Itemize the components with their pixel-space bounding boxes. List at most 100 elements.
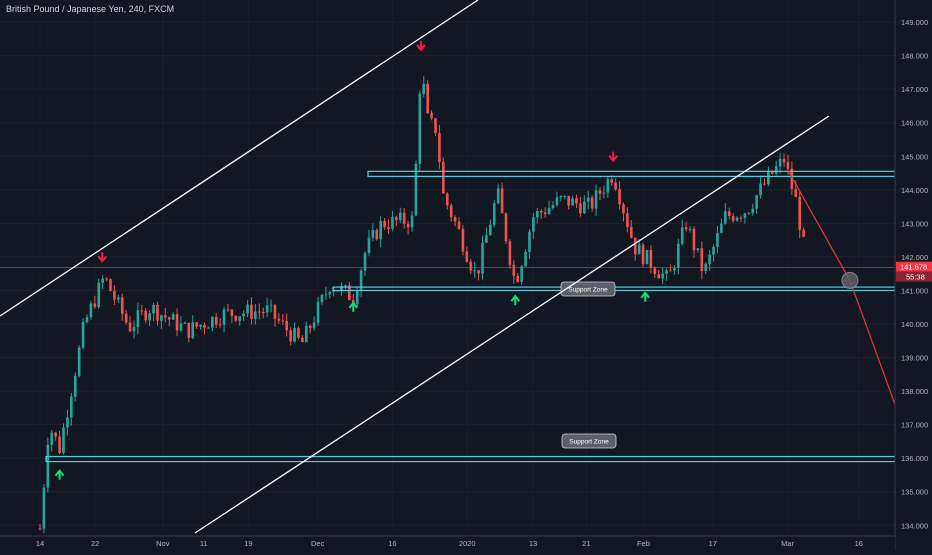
candle-body [70,396,73,418]
candle-body [230,309,234,316]
candle-body [66,417,69,428]
candle-body [618,189,621,205]
y-tick-label: 137.000 [901,421,928,430]
current-price-tag-bg [896,261,932,272]
candle-body [575,198,578,204]
candle-body [402,212,406,224]
candle-body [328,292,332,295]
candle-body [109,279,112,291]
x-axis-panel [0,536,895,550]
candle-body [124,313,128,323]
candle-body [38,528,42,530]
candle-body [101,278,104,283]
x-tick-label: 2020 [459,539,476,548]
candle-body [586,197,590,202]
candle-body [767,170,770,185]
candle-body [794,188,798,197]
candle-body [136,310,140,327]
candle-body [203,324,206,328]
candle-body [359,270,363,292]
x-tick-label: 16 [855,539,863,548]
candle-body [355,291,359,305]
candle-body [524,251,527,267]
candle-body [602,192,606,194]
candle-body [536,210,539,218]
candle-body [171,314,175,320]
candle-body [657,273,661,279]
y-tick-label: 138.000 [901,387,928,396]
y-tick-label: 147.000 [901,85,928,94]
candle-body [473,270,476,272]
candle-body [739,217,743,219]
candle-body [645,249,649,265]
candle-body [46,444,50,488]
candle-body [105,278,108,280]
candle-body [152,304,155,314]
candle-body [160,315,163,321]
candle-body [156,304,159,321]
candle-body [391,216,394,229]
candle-body [782,158,786,163]
projection-waypoint [841,271,859,289]
candle-body [418,93,422,164]
x-tick-label: 22 [91,539,99,548]
candle-body [641,244,645,265]
candle-body [144,310,148,321]
candle-body [547,207,551,215]
candle-body [42,487,46,529]
candle-body [516,275,520,282]
candle-body [630,227,633,238]
candle-body [199,324,202,327]
candle-body [512,264,516,276]
candle-body [673,267,676,271]
candle-body [786,162,790,169]
candle-body [461,228,465,252]
support-zone-label: Support Zone [561,433,617,449]
candle-body [179,323,183,331]
candle-body [653,268,657,274]
x-tick-label: Mar [781,539,794,548]
y-tick-label: 136.000 [901,454,928,463]
candle-body [774,166,778,174]
candle-body [496,188,500,204]
x-tick-label: 16 [388,539,396,548]
candle-body [504,213,508,242]
candle-body [735,217,739,221]
candle-body [665,270,668,274]
candle-body [469,261,473,271]
x-tick-label: 13 [529,539,537,548]
candle-body [555,197,559,205]
candle-body [324,294,328,296]
candle-body [140,310,144,312]
candle-body [528,231,531,252]
candle-body [684,227,688,230]
candle-body [73,375,77,397]
candle-body [218,324,222,326]
candle-body [500,188,504,214]
candle-body [285,320,289,331]
candle-body [222,309,226,325]
candle-body [457,221,461,229]
candle-body [117,297,120,300]
candle-body [85,317,89,323]
candle-body [414,163,418,216]
support-zone-label-text: Support Zone [569,439,609,446]
candle-body [348,285,351,300]
candle-body [778,158,782,167]
candle-body [195,322,198,327]
candle-body [250,304,253,319]
candle-body [289,330,292,342]
y-tick-label: 149.000 [901,18,928,27]
y-tick-label: 134.000 [901,521,928,530]
y-tick-label: 141.000 [901,286,928,295]
down-arrow-icon [608,151,618,163]
candle-body [234,315,238,321]
candle-body [532,217,535,232]
candle-body [410,215,414,228]
candle-body [214,316,218,325]
y-tick-label: 135.000 [901,488,928,497]
candle-body [700,248,704,272]
